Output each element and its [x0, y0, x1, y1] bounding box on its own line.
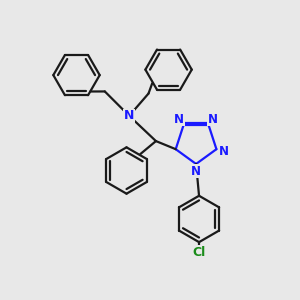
Text: N: N	[191, 165, 201, 178]
Text: N: N	[124, 109, 134, 122]
Text: Cl: Cl	[192, 246, 206, 259]
Text: N: N	[218, 145, 229, 158]
Text: N: N	[174, 113, 184, 126]
Text: N: N	[208, 113, 218, 126]
